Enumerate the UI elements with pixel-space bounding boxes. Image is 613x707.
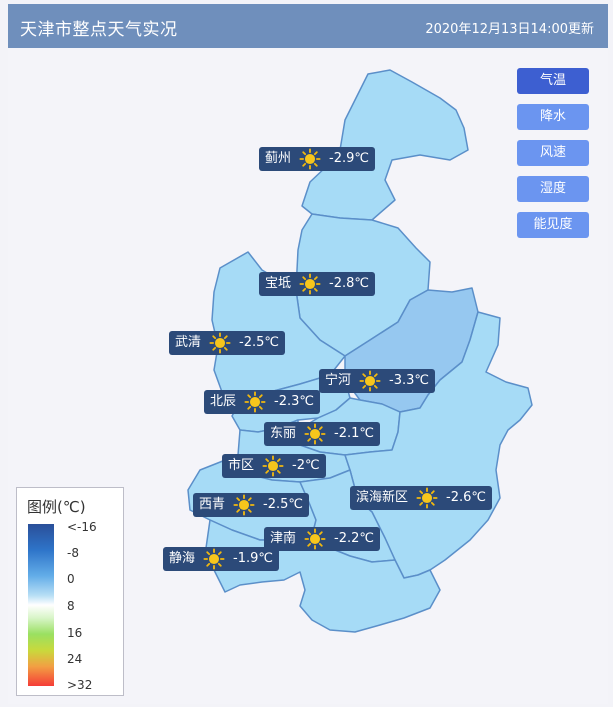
region-jizhou	[301, 69, 469, 221]
sun-icon	[262, 455, 284, 477]
station-name: 武清	[175, 335, 202, 350]
station-shiqu[interactable]: 市区 -2℃	[222, 454, 326, 478]
temperature-legend: 图例(℃) <-16 -8 0 8 16 24 >32	[16, 487, 124, 696]
sun-icon	[304, 423, 326, 445]
tab-wind-speed[interactable]: 风速	[517, 140, 589, 166]
station-temp: -2.5℃	[263, 497, 303, 512]
station-jizhou[interactable]: 蓟州 -2.9℃	[259, 147, 375, 171]
station-temp: -2.8℃	[329, 276, 369, 291]
station-temp: -2.1℃	[334, 426, 374, 441]
sun-icon	[359, 370, 381, 392]
station-temp: -2.3℃	[274, 394, 314, 409]
station-baodi[interactable]: 宝坻 -2.8℃	[259, 272, 375, 296]
legend-tick: 24	[67, 652, 83, 666]
update-time: 2020年12月13日14:00更新	[425, 22, 594, 37]
legend-tick: 16	[67, 626, 83, 640]
station-name: 宝坻	[265, 276, 292, 291]
sun-icon	[416, 487, 438, 509]
station-temp: -2.9℃	[329, 151, 369, 166]
legend-tick: <-16	[67, 520, 97, 534]
station-beichen[interactable]: 北辰 -2.3℃	[204, 390, 320, 414]
sun-icon	[299, 273, 321, 295]
legend-tick: 0	[67, 572, 75, 586]
station-temp: -1.9℃	[233, 551, 273, 566]
station-wuqing[interactable]: 武清 -2.5℃	[169, 331, 285, 355]
station-name: 蓟州	[265, 151, 292, 166]
station-xiqing[interactable]: 西青 -2.5℃	[193, 493, 309, 517]
station-name: 北辰	[210, 394, 237, 409]
legend-tick: 8	[67, 599, 75, 613]
tab-precipitation[interactable]: 降水	[517, 104, 589, 130]
station-ninghe[interactable]: 宁河 -3.3℃	[319, 369, 435, 393]
station-jinnan[interactable]: 津南 -2.2℃	[264, 527, 380, 551]
station-temp: -2.5℃	[239, 335, 279, 350]
station-temp: -3.3℃	[389, 373, 429, 388]
station-name: 宁河	[325, 373, 352, 388]
station-temp: -2.6℃	[446, 490, 486, 505]
legend-tick: -8	[67, 546, 79, 560]
station-name: 市区	[228, 458, 255, 473]
station-name: 津南	[270, 531, 297, 546]
sun-icon	[244, 391, 266, 413]
sun-icon	[233, 494, 255, 516]
header-bar: 天津市整点天气实况 2020年12月13日14:00更新	[8, 4, 608, 48]
sun-icon	[304, 528, 326, 550]
station-binhai[interactable]: 滨海新区 -2.6℃	[350, 486, 492, 510]
metric-tabs: 气温 降水 风速 湿度 能见度	[517, 68, 589, 248]
station-temp: -2℃	[292, 458, 320, 473]
legend-color-bar	[28, 524, 54, 686]
sun-icon	[299, 148, 321, 170]
tab-visibility[interactable]: 能见度	[517, 212, 589, 238]
station-name: 静海	[169, 551, 196, 566]
legend-title: 图例(℃)	[27, 498, 86, 516]
station-name: 滨海新区	[356, 490, 409, 505]
station-name: 东丽	[270, 426, 297, 441]
tab-humidity[interactable]: 湿度	[517, 176, 589, 202]
tab-temperature[interactable]: 气温	[517, 68, 589, 94]
station-dongli[interactable]: 东丽 -2.1℃	[264, 422, 380, 446]
station-temp: -2.2℃	[334, 531, 374, 546]
legend-tick: >32	[67, 678, 93, 692]
station-name: 西青	[199, 497, 226, 512]
sun-icon	[209, 332, 231, 354]
sun-icon	[203, 548, 225, 570]
station-jinghai[interactable]: 静海 -1.9℃	[163, 547, 279, 571]
page-title: 天津市整点天气实况	[20, 20, 178, 40]
